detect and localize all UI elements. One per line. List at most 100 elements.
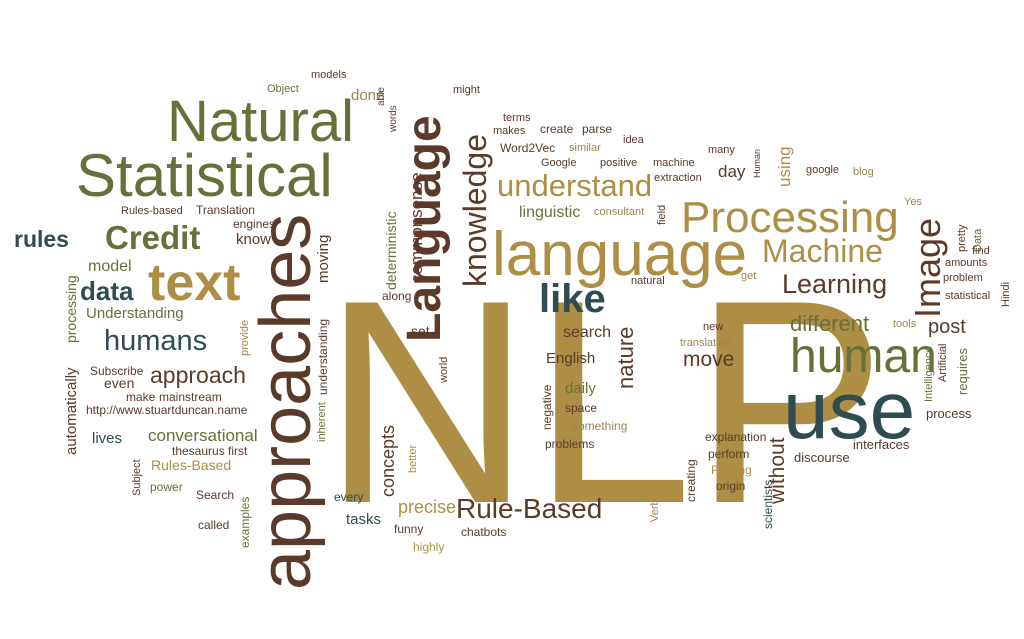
word-object: Object xyxy=(267,83,299,95)
word-get: get xyxy=(741,270,756,282)
word-engines: engines xyxy=(233,217,275,231)
word-thesaurus: thesaurus first xyxy=(172,444,248,458)
word-rules: rules xyxy=(14,226,69,252)
word-language-upper: Language xyxy=(398,115,451,342)
word-model: model xyxy=(88,258,132,275)
word-translation-small: translation xyxy=(680,337,731,349)
word-approaches: approaches xyxy=(246,214,326,590)
word-field: field xyxy=(656,205,668,225)
word-machine: Machine xyxy=(762,233,883,269)
word-done: done xyxy=(351,87,384,104)
word-nature: nature xyxy=(613,327,638,389)
word-precise: precise xyxy=(398,497,456,517)
word-funny: funny xyxy=(394,522,423,536)
word-highly: highly xyxy=(413,540,444,554)
word-statistical-small: statistical xyxy=(945,290,990,302)
word-examples: examples xyxy=(238,497,252,548)
word-data: data xyxy=(80,276,134,306)
word-conversational: conversational xyxy=(148,426,258,445)
word-space: space xyxy=(565,401,597,415)
word-origin: origin xyxy=(716,479,745,493)
word-words: words xyxy=(388,105,399,133)
word-models: models xyxy=(311,69,347,81)
word-blog: blog xyxy=(853,166,874,178)
word-discourse: discourse xyxy=(794,450,850,465)
word-google: google xyxy=(806,164,839,176)
word-understand: understand xyxy=(497,168,652,203)
word-better: better xyxy=(407,445,419,473)
word-human-small: Human xyxy=(752,149,762,178)
word-along: along xyxy=(382,289,411,303)
word-amounts: amounts xyxy=(945,257,988,269)
word-data-small: Data xyxy=(972,228,984,252)
word-linguistic: linguistic xyxy=(519,204,580,221)
word-many: many xyxy=(708,144,735,156)
word-explanation: explanation xyxy=(705,430,766,444)
word-provide: provide xyxy=(239,320,251,356)
word-artificial: Artificial xyxy=(937,343,949,382)
word-search-cap: Search xyxy=(196,488,234,502)
word-chatbots: chatbots xyxy=(461,525,506,539)
word-machine-small: machine xyxy=(653,157,695,169)
word-scientists: scientists xyxy=(761,480,775,529)
word-natural: Natural xyxy=(167,89,354,154)
word-problem: problem xyxy=(943,272,983,284)
word-statistical: Statistical xyxy=(76,142,333,209)
word-knowledge: knowledge xyxy=(457,134,493,287)
word-requires: requires xyxy=(955,348,970,395)
word-world: world xyxy=(438,357,450,384)
word-automatically: automatically xyxy=(63,367,80,455)
word-power: power xyxy=(150,480,183,494)
word-rule-based: Rule-Based xyxy=(456,493,602,524)
word-day: day xyxy=(718,162,746,181)
word-problems: problems xyxy=(545,437,594,451)
word-makes: makes xyxy=(493,125,526,137)
word-daily: daily xyxy=(565,380,596,397)
word-humans: humans xyxy=(104,325,207,357)
word-consultant: consultant xyxy=(594,206,644,218)
word-word2vec: Word2Vec xyxy=(500,141,555,155)
word-understanding-big: Understanding xyxy=(86,305,184,322)
word-processing-small: processing xyxy=(63,275,79,343)
word-human: human xyxy=(790,330,937,383)
word-moving: moving xyxy=(315,235,332,283)
word-find: find xyxy=(972,245,990,257)
word-english: English xyxy=(546,350,595,367)
word-text: text xyxy=(148,254,240,312)
word-terms: terms xyxy=(503,112,531,124)
word-every: every xyxy=(334,490,363,504)
word-post: post xyxy=(928,316,966,338)
word-learning: Learning xyxy=(782,269,887,299)
word-concepts: concepts xyxy=(378,425,398,497)
word-subject: Subject xyxy=(131,459,143,496)
word-pretty: pretty xyxy=(956,224,968,252)
word-translation: Translation xyxy=(196,203,255,217)
word-idea: idea xyxy=(623,134,645,146)
word-nlp: NLP xyxy=(322,240,886,564)
word-creating: creating xyxy=(684,459,698,502)
word-called: called xyxy=(198,518,229,532)
word-natural-small: natural xyxy=(631,275,665,287)
word-understanding-small: understanding xyxy=(316,319,330,395)
word-able: able xyxy=(376,87,387,106)
word-make: make xyxy=(126,390,156,404)
word-hindi: Hindi xyxy=(1000,282,1012,307)
word-new: new xyxy=(703,321,723,333)
word-image: Image xyxy=(907,218,948,318)
word-using: using xyxy=(775,146,794,187)
word-perform: perform xyxy=(708,447,749,461)
word-subscribe: Subscribe xyxy=(90,364,144,378)
word-approach: approach xyxy=(150,362,246,388)
word-deterministic: deterministic xyxy=(383,211,399,290)
word-extraction: extraction xyxy=(654,172,702,184)
word-tools: tools xyxy=(893,318,917,330)
word-google-cap: Google xyxy=(541,157,576,169)
word-know: know xyxy=(236,231,271,248)
word-language-lower: language xyxy=(492,220,747,289)
word-url: http://www.stuartduncan.name xyxy=(86,403,248,417)
word-verb: Verb xyxy=(649,499,661,522)
word-parse: parse xyxy=(582,122,612,136)
word-lives: lives xyxy=(92,430,122,447)
word-mainstream: mainstream xyxy=(159,390,222,404)
